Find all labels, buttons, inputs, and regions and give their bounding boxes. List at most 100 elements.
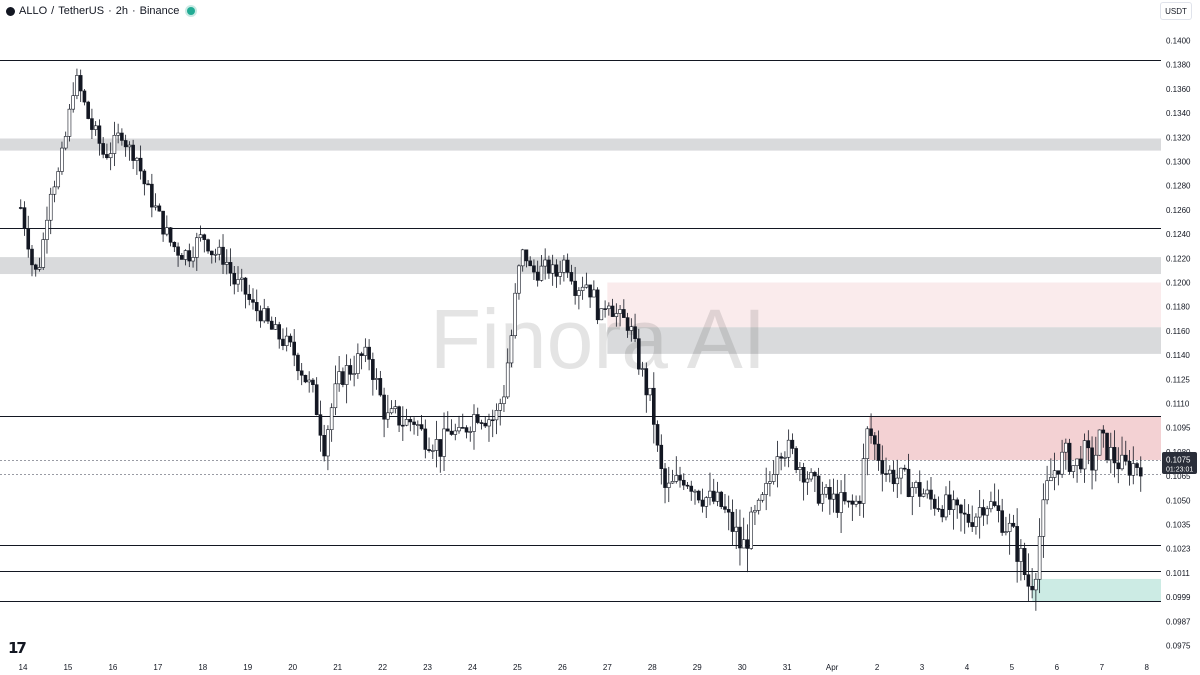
candle-up (494, 410, 499, 421)
candle-down (322, 435, 326, 457)
candle-down (869, 428, 873, 436)
candle-down (1067, 442, 1072, 472)
candle-up (921, 493, 926, 497)
time-axis[interactable]: 14 15 16 17 18 19 20 21 22 23 24 25 26 27 28 29 30 31 Apr 2… (19, 663, 1150, 672)
time-tick-label: 30 (738, 663, 747, 672)
currency-button[interactable]: USDT (1160, 2, 1192, 20)
candle-up (487, 419, 491, 427)
candle-down (955, 499, 960, 506)
candle-down (1090, 447, 1094, 471)
candle-down (884, 473, 888, 475)
candle-down (846, 500, 851, 503)
candle-down (1000, 510, 1004, 533)
candle-down (1086, 440, 1091, 449)
candle-down (408, 419, 413, 423)
candle-down (1026, 574, 1031, 587)
candle-down (992, 501, 997, 506)
candle-down (906, 468, 911, 497)
price-tick-label: 0.1320 (1166, 133, 1191, 142)
candle-up (1071, 465, 1076, 472)
candle-up (453, 430, 458, 435)
candle-down (438, 439, 443, 457)
candle-down (816, 475, 821, 504)
candle-down (490, 419, 495, 422)
candle-down (299, 370, 304, 376)
candle-down (187, 250, 192, 262)
candle-up (326, 429, 330, 457)
candle-down (569, 272, 574, 282)
time-tick-label: 14 (19, 663, 28, 672)
candle-down (1101, 429, 1106, 434)
candle-up (1019, 548, 1023, 562)
candle-up (607, 305, 611, 310)
candle-down (120, 132, 124, 141)
interval-label[interactable]: 2h (115, 5, 128, 17)
time-tick-label: 19 (243, 663, 252, 672)
candle-down (996, 505, 1001, 511)
candle-down (850, 500, 855, 505)
candle-down (637, 338, 641, 370)
candle-up (925, 489, 930, 495)
price-axis[interactable]: 0.1400 0.1380 0.1360 0.1340 0.1320 0.1300 0.12… (1161, 0, 1200, 675)
candle-up (775, 456, 780, 475)
candle-up (217, 246, 222, 255)
candle-down (449, 430, 454, 435)
candle-down (603, 308, 607, 310)
candle-up (442, 428, 446, 457)
candle-up (273, 324, 278, 330)
candle-down (221, 246, 225, 265)
candle-down (288, 335, 293, 343)
candle-down (1105, 432, 1109, 461)
price-tick-label: 0.1400 (1166, 37, 1191, 46)
chart-zones (0, 138, 1161, 602)
candle-down (131, 144, 135, 161)
candle-up (734, 526, 739, 532)
symbol-name[interactable]: ALLO (19, 5, 48, 17)
candle-down (696, 490, 701, 501)
candle-down (843, 492, 847, 502)
candle-down (876, 443, 881, 461)
candle-down (247, 293, 252, 300)
candle-down (1112, 447, 1117, 464)
candle-down (105, 154, 109, 159)
candle-up (135, 157, 139, 161)
candle-up (974, 516, 978, 527)
symbol-icon (6, 6, 15, 16)
candle-up (865, 428, 870, 459)
candle-down (801, 467, 806, 483)
tradingview-logo-icon[interactable]: 17 (8, 639, 27, 657)
candle-up (1075, 458, 1079, 466)
candle-down (565, 259, 570, 273)
header-dot: · (131, 5, 136, 17)
candle-up (344, 365, 349, 385)
candle-down (464, 427, 469, 433)
candle-down (341, 371, 345, 385)
candle-down (146, 183, 150, 186)
candle-up (629, 326, 634, 331)
zone-gray (0, 138, 1161, 151)
candle-up (356, 353, 360, 374)
price-tick-label: 0.1125 (1166, 375, 1190, 384)
candle-down (371, 359, 375, 380)
candle-down (633, 326, 637, 339)
candle-up (52, 186, 57, 195)
candle-down (625, 317, 630, 331)
candle-up (213, 253, 218, 256)
candle-down (790, 439, 795, 449)
candle-up (416, 424, 420, 426)
candle-down (547, 259, 551, 274)
candle-up (1060, 451, 1064, 475)
candle-down (161, 210, 165, 235)
candle-down (266, 308, 270, 322)
candle-down (689, 485, 694, 492)
candle-up (562, 259, 566, 273)
candle-down (281, 338, 285, 346)
candle-down (873, 435, 877, 445)
candle-up (63, 136, 68, 149)
candle-up (75, 75, 79, 96)
price-tick-label: 0.1011 (1166, 569, 1190, 578)
price-tick-label: 0.1095 (1166, 424, 1191, 433)
chart-header[interactable]: ALLO / TetherUS · 2h · Binance (6, 3, 196, 19)
candle-up (430, 450, 435, 452)
